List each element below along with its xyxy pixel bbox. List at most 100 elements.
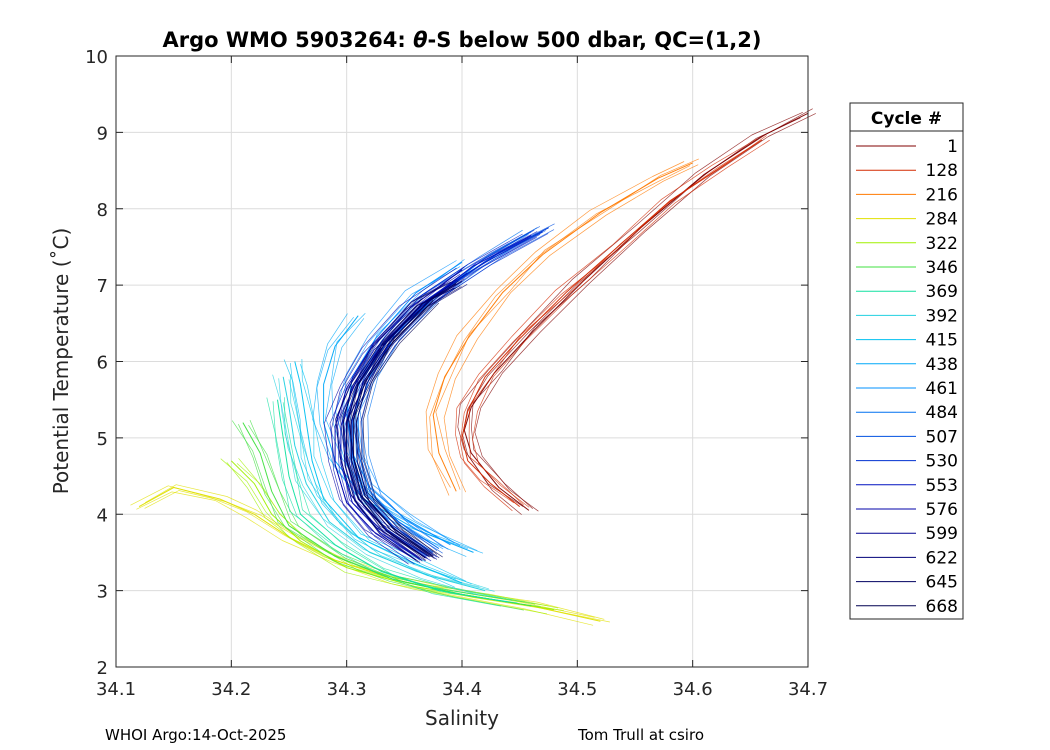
series-profile-cycle-645 [355,286,462,559]
series-profile-cycle-622 [339,279,457,554]
series-profile-cycle-576 [344,272,468,562]
data-series [130,108,816,626]
series-line-cycle-1 [463,112,809,511]
series-profile-cycle-668 [342,298,428,553]
legend-label-576: 576 [926,500,958,520]
series-profile-cycle-645 [335,281,451,555]
series-profile-cycle-461 [335,260,457,542]
legend-label-415: 415 [926,331,958,351]
legend-label-530: 530 [926,452,958,472]
y-tick-label: 10 [85,47,108,68]
series-line-cycle-415 [294,361,463,584]
legend-label-346: 346 [926,258,958,278]
series-profile-cycle-216 [435,158,699,490]
chart-title-theta: θ [413,28,427,52]
series-line-cycle-576 [334,269,463,561]
legend-label-507: 507 [926,427,958,447]
series-profile-cycle-576 [323,267,457,557]
series-line-cycle-484 [357,231,532,550]
series-profile-cycle-1 [471,108,813,509]
series-profile-cycle-438 [325,312,478,552]
legend-label-461: 461 [926,379,958,399]
y-axis-ticks: 2 3 4 5 6 7 8 9 10 [85,47,808,679]
y-axis-label: Potential Temperature (˚C) [49,228,73,495]
series-profile-cycle-1 [462,117,801,515]
series-line-cycle-461 [346,261,463,546]
series-profile-cycle-322 [226,462,548,615]
series-profile-cycle-415 [300,363,472,585]
series-line-cycle-438 [323,315,474,553]
chart-title: Argo WMO 5903264: θ-S below 500 dbar, QC… [162,28,761,52]
series-profile-cycle-622 [360,283,468,559]
series-profile-cycle-392 [290,374,490,590]
series-line-cycle-392 [282,376,486,592]
legend-label-645: 645 [926,573,958,593]
y-tick-label: 5 [97,429,108,450]
legend-label-284: 284 [926,210,958,230]
series-profile-cycle-346 [238,424,524,611]
series-profile-cycle-369 [266,397,503,599]
legend-label-322: 322 [926,234,958,254]
footer-attribution: Tom Trull at csiro [578,726,704,744]
legend-items: 1 128 216 284 322 346 369 392 415 438 461 484 507 530… [856,137,958,617]
y-tick-label: 6 [97,353,108,374]
y-tick-label: 9 [97,123,108,144]
x-tick-label: 34.5 [557,679,597,700]
grid-lines [115,55,809,668]
series-line-cycle-622 [350,280,463,558]
y-tick-label: 4 [97,505,108,526]
series-profile-cycle-369 [282,402,518,604]
series-profile-cycle-622 [352,278,465,556]
series-profile-cycle-553 [336,237,529,565]
footer-source-date: WHOI Argo:14-Oct-2025 [105,726,287,744]
series-profile-cycle-484 [367,233,537,550]
legend-label-599: 599 [926,524,958,544]
series-line-cycle-128 [461,139,763,507]
x-tick-label: 34.7 [788,679,828,700]
legend-label-392: 392 [926,306,958,326]
series-profile-cycle-216 [443,164,699,493]
x-tick-label: 34.6 [673,679,713,700]
series-profile-cycle-216 [429,165,691,496]
series-profile-cycle-415 [301,358,467,582]
series-profile-cycle-284 [136,491,594,626]
series-profile-cycle-369 [284,397,513,601]
x-axis-label: Salinity [425,706,499,730]
series-profile-cycle-128 [459,144,755,512]
series-profile-cycle-1 [457,111,803,507]
series-profile-cycle-128 [472,139,770,508]
chart-title-prefix: Argo WMO 5903264: [162,28,413,52]
legend-label-622: 622 [926,548,958,568]
y-tick-label: 2 [97,658,108,679]
legend-label-668: 668 [926,597,958,617]
series-profile-cycle-216 [425,161,685,488]
legend-label-553: 553 [926,476,958,496]
series-profile-cycle-128 [455,138,757,504]
x-tick-label: 34.4 [442,679,482,700]
series-profile-cycle-668 [349,301,429,561]
y-tick-label: 3 [97,582,108,603]
series-profile-cycle-392 [278,378,478,596]
series-profile-cycle-392 [272,374,480,588]
x-tick-label: 34.3 [327,679,367,700]
y-tick-label: 8 [97,200,108,221]
legend-title: Cycle # [871,109,942,129]
series-line-cycle-645 [346,283,457,559]
series-profile-cycle-284 [144,490,610,623]
legend-label-484: 484 [926,403,958,423]
series-line-cycle-216 [432,162,693,492]
x-tick-label: 34.1 [96,679,136,700]
legend-label-438: 438 [926,355,958,375]
series-profile-cycle-668 [362,302,443,558]
legend: Cycle # 1 128 216 284 322 346 369 392 415 438 461 4… [849,102,964,620]
series-profile-cycle-415 [289,363,455,588]
legend-label-128: 128 [926,161,958,181]
x-axis-ticks: 34.1 34.2 34.3 34.4 34.5 34.6 34.7 [96,56,828,700]
series-profile-cycle-128 [468,135,767,506]
y-tick-label: 7 [97,276,108,297]
chart-title-suffix: -S below 500 dbar, QC=(1,2) [428,28,762,52]
series-profile-cycle-1 [474,113,816,512]
legend-label-369: 369 [926,282,958,302]
series-line-cycle-668 [353,300,434,557]
